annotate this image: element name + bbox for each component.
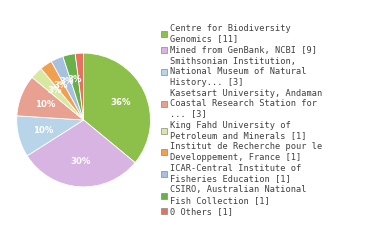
Wedge shape [51,56,84,120]
Wedge shape [17,77,84,120]
Text: 3%: 3% [53,81,68,90]
Wedge shape [63,54,84,120]
Text: 3%: 3% [67,75,82,84]
Wedge shape [41,61,84,120]
Text: 3%: 3% [47,86,62,95]
Text: 30%: 30% [71,157,91,166]
Wedge shape [84,53,150,163]
Text: 10%: 10% [33,126,54,135]
Wedge shape [27,120,135,187]
Text: 10%: 10% [35,100,55,109]
Wedge shape [75,53,84,120]
Text: 3%: 3% [60,78,74,86]
Text: 36%: 36% [111,98,131,107]
Legend: Centre for Biodiversity
Genomics [11], Mined from GenBank, NCBI [9], Smithsonian: Centre for Biodiversity Genomics [11], M… [161,24,323,216]
Wedge shape [32,68,84,120]
Wedge shape [17,116,84,156]
